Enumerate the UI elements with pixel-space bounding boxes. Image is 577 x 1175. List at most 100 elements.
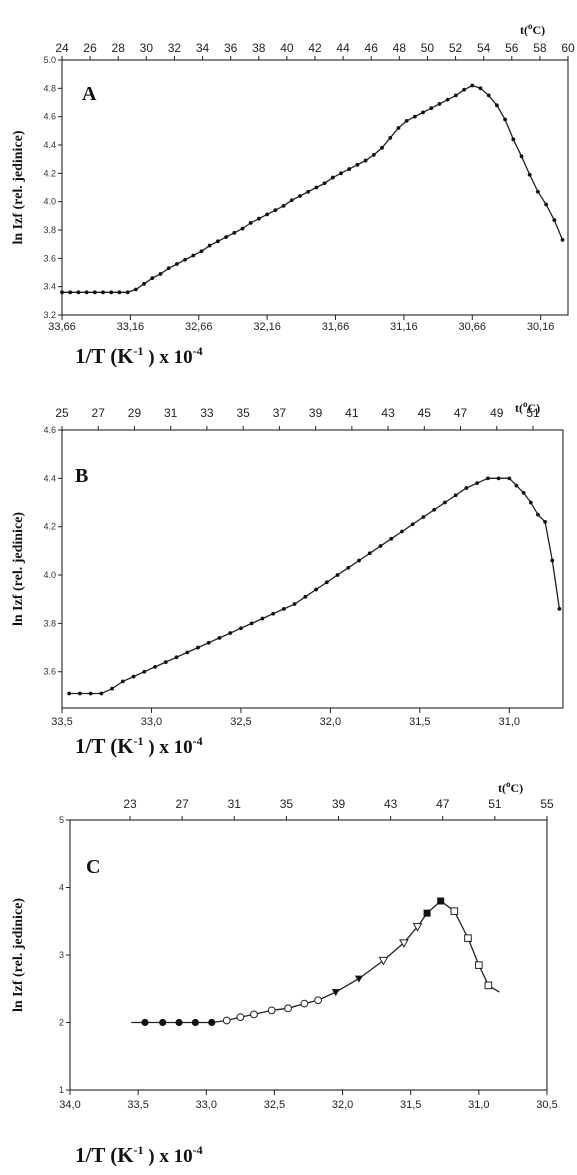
top-tick-label: 26 [83, 41, 97, 55]
top-tick-label: 33 [200, 406, 214, 420]
y-tick-label: 4.6 [43, 112, 56, 122]
data-point [185, 650, 190, 655]
data-point [174, 262, 179, 266]
data-point [110, 686, 114, 691]
top-tick-label: 31 [164, 406, 178, 420]
data-point [224, 235, 229, 239]
data-point [117, 290, 122, 295]
data-point [536, 189, 540, 194]
top-tick-label: 40 [280, 41, 294, 55]
data-point [271, 611, 276, 616]
data-point [475, 481, 480, 486]
x-tick-label: 32,5 [264, 1099, 285, 1111]
x-axis-label-scale: ) x 10 [144, 737, 193, 758]
data-point [507, 476, 512, 481]
data-point [389, 536, 394, 541]
top-tick-label: 39 [332, 797, 346, 811]
data-point [429, 106, 434, 111]
top-tick-label: 31 [228, 797, 242, 811]
data-point [150, 276, 155, 281]
y-tick-label: 3.8 [43, 618, 56, 628]
data-point [357, 558, 361, 563]
data-point [298, 194, 302, 198]
data-point [367, 551, 372, 556]
top-tick-label: 51 [488, 797, 502, 811]
x-tick-label: 31,66 [322, 321, 350, 333]
data-point [232, 230, 237, 235]
x-tick-label: 32,16 [253, 321, 281, 333]
data-point [443, 500, 447, 505]
data-point [355, 162, 360, 167]
data-point [249, 621, 254, 626]
x-tick-label: 31,5 [409, 716, 430, 728]
data-point [109, 290, 114, 295]
y-tick-label: 5 [59, 815, 64, 825]
data-point-open-triangle [412, 923, 423, 932]
y-tick-label: 3 [59, 950, 64, 960]
chart-svg-a: 33,66 33,16 32,66 32,16 31,66 31,16 30,66 30,16… [11, 21, 575, 368]
data-point [60, 290, 64, 295]
data-point [153, 665, 157, 669]
data-point [183, 257, 187, 262]
x-tick-label: 33,0 [196, 1099, 217, 1111]
top-tick-label: 54 [477, 41, 491, 55]
top-tick-label: 56 [505, 41, 519, 55]
data-point-open-circle [314, 996, 322, 1005]
data-point [142, 281, 146, 286]
top-tick-label: 36 [224, 41, 238, 55]
data-point-filled-square [437, 897, 445, 905]
data-point [432, 507, 437, 512]
data-point-filled-circle [175, 1018, 183, 1027]
top-axis-title-text: t( [515, 401, 523, 415]
top-tick-label: 49 [490, 406, 504, 420]
top-axis-title: t(oC) [515, 399, 540, 415]
data-point [324, 580, 329, 585]
data-point [421, 515, 426, 519]
data-point-filled-circle [208, 1018, 216, 1027]
x-tick-label: 30,16 [527, 321, 555, 333]
top-tick-label: 50 [421, 41, 435, 55]
data-point [174, 655, 179, 660]
y-tick-label: 4.6 [43, 425, 56, 435]
data-point [453, 93, 458, 98]
data-point [125, 290, 130, 295]
data-point [217, 635, 222, 640]
top-axis-title-end: C) [533, 23, 546, 37]
data-point-filled-circle [159, 1018, 167, 1027]
top-tick-label: 47 [436, 797, 450, 811]
top-tick-label: 55 [540, 797, 554, 811]
data-point-filled-square [423, 909, 431, 917]
data-point [239, 626, 243, 631]
data-point [206, 640, 211, 645]
data-point [552, 218, 557, 222]
data-point [346, 565, 351, 570]
data-point [207, 243, 212, 248]
fit-line [62, 84, 564, 293]
data-point [470, 83, 475, 88]
y-tick-label: 4.0 [43, 197, 56, 207]
top-axis-title-sup: o [523, 399, 528, 409]
data-point [511, 137, 516, 142]
data-point [486, 93, 491, 98]
top-tick-label: 46 [365, 41, 379, 55]
data-point-open-circle [250, 1010, 258, 1019]
data-point [228, 631, 233, 635]
y-tick-label: 4.4 [43, 473, 56, 483]
data-point [77, 691, 82, 696]
data-point [363, 158, 368, 163]
data-point-open-triangle [378, 956, 389, 966]
data-point [88, 691, 93, 696]
data-point-open-circle [236, 1013, 245, 1022]
panel-label: A [82, 83, 97, 105]
top-tick-label: 43 [381, 406, 395, 420]
data-point [142, 669, 147, 674]
data-point-open-circle [222, 1016, 231, 1025]
data-point [248, 221, 253, 225]
x-axis-label: 1/T (K-1 ) x 10-4 [75, 734, 203, 758]
data-point-open-square [484, 981, 493, 990]
x-axis-label-scale: ) x 10 [144, 347, 193, 368]
data-point [240, 226, 245, 231]
data-point-open-circle [300, 999, 309, 1008]
x-tick-label: 32,0 [320, 716, 341, 728]
data-point-filled-circle [141, 1018, 149, 1027]
